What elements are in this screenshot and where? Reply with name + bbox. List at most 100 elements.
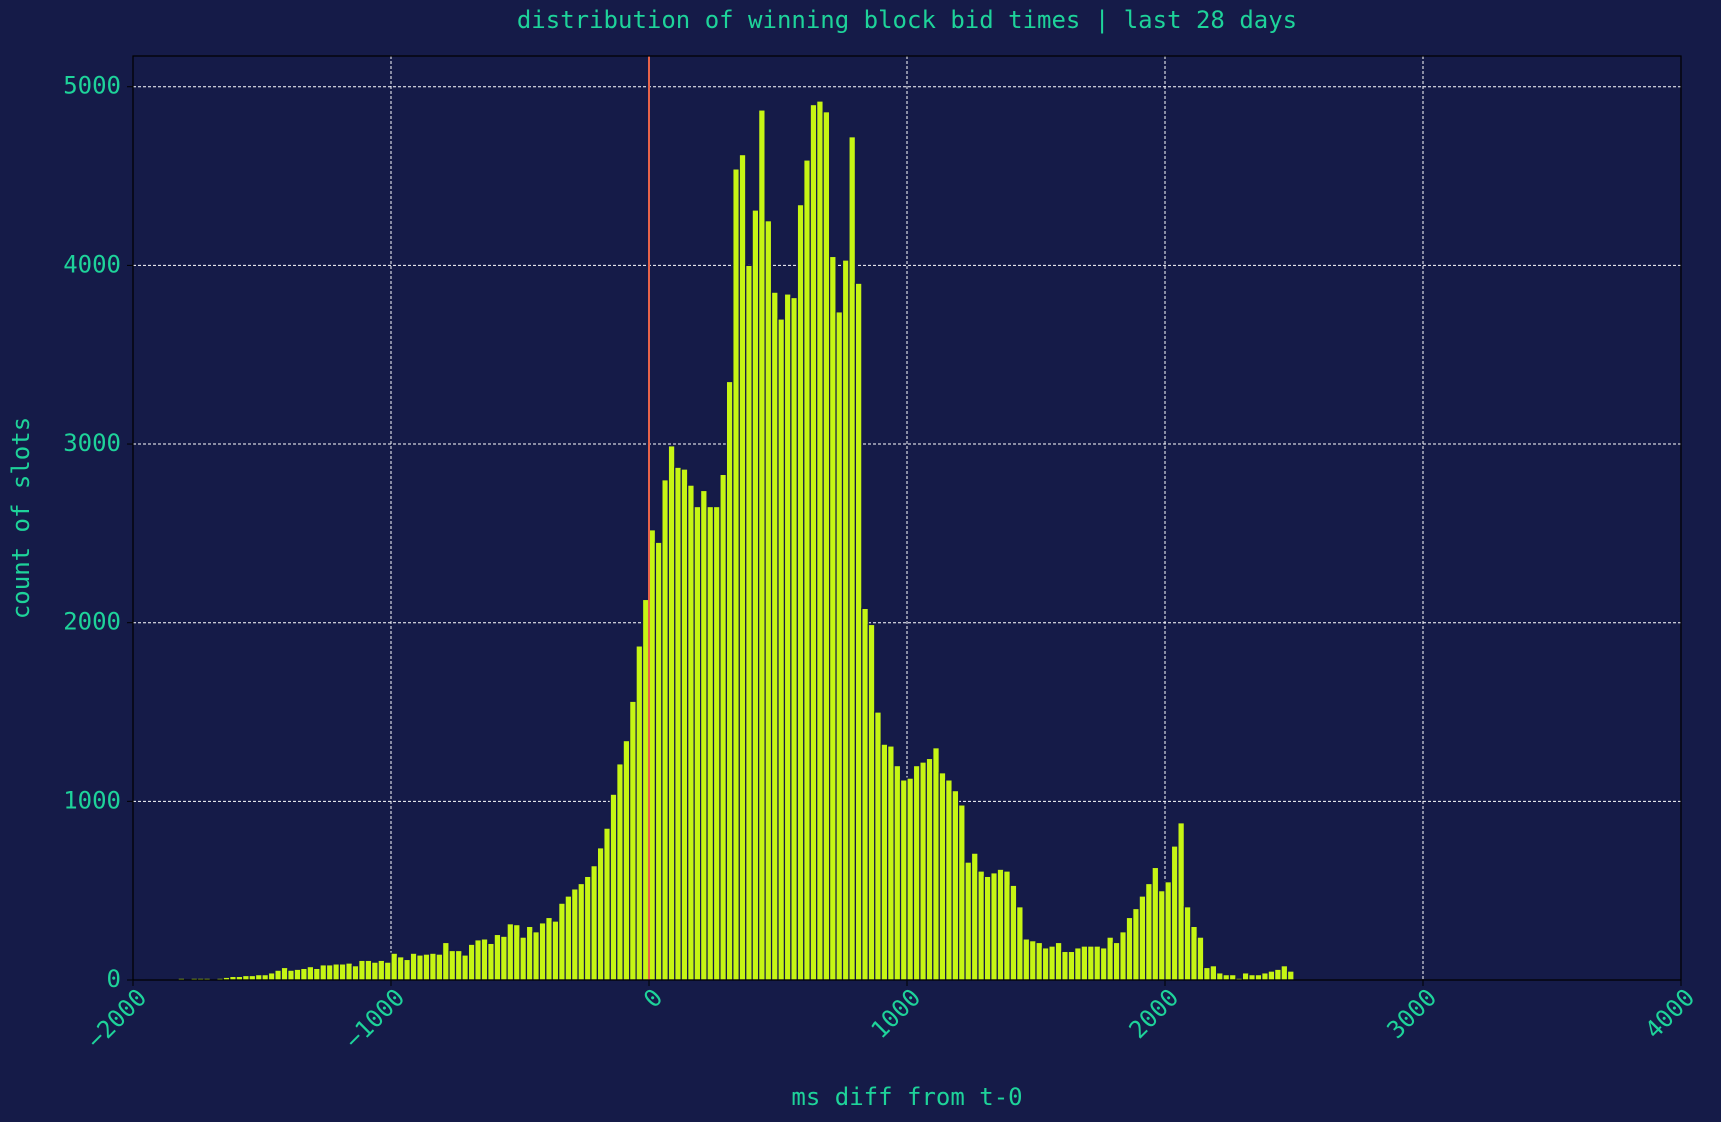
bar [577, 882, 586, 981]
bar [893, 765, 902, 981]
bar [719, 473, 728, 981]
bar [551, 920, 560, 981]
bar [996, 868, 1005, 981]
bar [932, 747, 940, 981]
bar [1041, 947, 1050, 981]
bar [1009, 884, 1018, 981]
bar [1132, 907, 1140, 981]
bar [925, 757, 934, 981]
bar [880, 743, 889, 981]
bar [1170, 845, 1179, 981]
bar [1125, 916, 1134, 981]
bar [951, 790, 960, 981]
bar [293, 968, 302, 981]
bar [835, 311, 844, 981]
bar [396, 956, 405, 981]
bar [254, 974, 263, 981]
bar [712, 505, 721, 981]
bar [474, 939, 482, 981]
bar [887, 745, 895, 981]
bar [1119, 931, 1127, 981]
bar [1086, 945, 1095, 981]
bar [1035, 941, 1044, 981]
bar [699, 489, 708, 981]
bar [467, 943, 476, 981]
bar [1145, 882, 1153, 981]
bar [506, 923, 515, 981]
y-axis-label: count of slots [7, 417, 35, 619]
bar [371, 961, 379, 981]
bar [435, 953, 444, 981]
bar [248, 974, 257, 981]
bar [1022, 938, 1031, 981]
bar [1080, 945, 1089, 981]
bar [1067, 950, 1076, 981]
bar [861, 607, 869, 981]
bar [1112, 941, 1121, 981]
bar [1209, 965, 1218, 981]
bar [1048, 945, 1056, 981]
x-axis-label: ms diff from t-0 [791, 1083, 1022, 1111]
bar [532, 931, 540, 981]
bar [725, 380, 734, 981]
bar [629, 700, 637, 981]
bar [1222, 974, 1231, 981]
bar [274, 969, 282, 981]
bar [364, 959, 373, 981]
bar [454, 949, 463, 981]
bar [983, 875, 992, 981]
bar [770, 291, 779, 981]
bar [306, 966, 315, 981]
bar [738, 154, 747, 981]
bar [1061, 950, 1069, 981]
bar [1138, 895, 1147, 981]
bar [828, 255, 837, 981]
bar [758, 109, 766, 981]
chart-title: distribution of winning block bid times … [517, 6, 1297, 34]
bar [1190, 925, 1198, 981]
bar [383, 961, 392, 981]
bar [487, 942, 495, 981]
bar [1286, 970, 1295, 981]
bar [351, 965, 360, 981]
bar [783, 293, 792, 981]
bar [1164, 881, 1173, 981]
bar [1003, 870, 1011, 981]
bar [1241, 972, 1250, 981]
bar [416, 954, 424, 981]
bar [841, 259, 850, 981]
bar [500, 935, 508, 981]
bar [313, 967, 321, 981]
bar [751, 209, 760, 981]
bar [583, 875, 592, 981]
bar [1054, 941, 1063, 981]
bar [558, 902, 566, 981]
bar [1203, 966, 1211, 981]
bar [1215, 972, 1224, 981]
bar [1151, 866, 1160, 981]
bar [906, 777, 915, 981]
bar [1016, 906, 1024, 981]
y-tick-label: 1000 [63, 786, 121, 814]
bar [538, 922, 547, 981]
bar [1099, 947, 1108, 981]
bar [796, 204, 805, 981]
bar [409, 952, 418, 981]
bar [938, 772, 947, 981]
bar [1183, 906, 1192, 981]
bar [319, 964, 328, 981]
bar [332, 963, 341, 981]
bar [1248, 974, 1256, 981]
bar [1093, 945, 1102, 981]
bar [957, 804, 966, 981]
bar [693, 505, 702, 981]
bar [545, 916, 553, 981]
bar [687, 484, 695, 981]
bar [964, 861, 973, 981]
bar [525, 925, 534, 981]
bar [422, 953, 431, 981]
bar [616, 763, 624, 981]
bar [919, 761, 927, 981]
bar [680, 468, 689, 981]
